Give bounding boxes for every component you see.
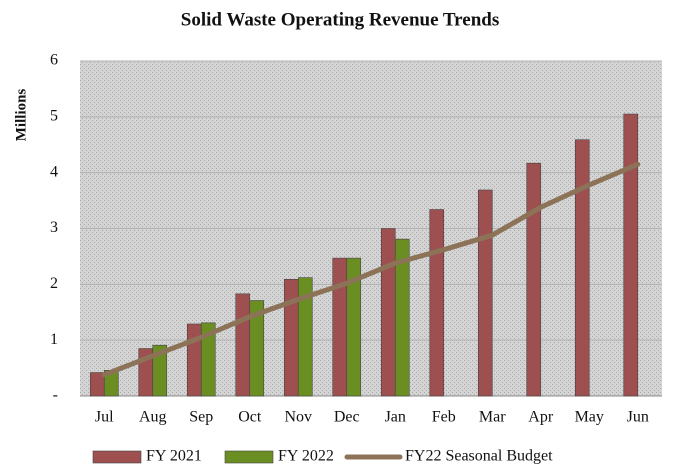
y-tick-label: - xyxy=(53,387,58,404)
x-tick-label: Jan xyxy=(385,409,406,426)
x-tick-label: Dec xyxy=(334,409,360,426)
legend-swatch xyxy=(224,450,274,464)
bar xyxy=(477,189,493,397)
y-tick-label: 2 xyxy=(50,275,58,292)
x-tick-label: Oct xyxy=(238,409,262,426)
bar xyxy=(235,293,251,397)
legend-label: FY 2022 xyxy=(278,448,334,465)
bar xyxy=(623,113,639,397)
legend-label: FY 2021 xyxy=(146,448,202,465)
bar xyxy=(380,228,396,397)
bar xyxy=(574,139,590,397)
legend-swatch xyxy=(92,450,142,464)
bar xyxy=(186,323,202,397)
x-tick-label: Sep xyxy=(189,409,213,426)
bar xyxy=(526,162,542,397)
x-tick-label: Apr xyxy=(528,409,554,426)
x-tick-label: Jun xyxy=(627,409,649,426)
bar xyxy=(200,322,216,397)
bar xyxy=(332,257,348,397)
y-tick-label: 1 xyxy=(50,331,58,348)
x-tick-label: Feb xyxy=(432,409,456,426)
bar xyxy=(346,257,362,397)
bar xyxy=(152,344,168,397)
y-tick-label: 6 xyxy=(50,52,58,69)
y-axis-label: Millions xyxy=(13,89,29,142)
x-tick-label: May xyxy=(575,409,604,426)
x-tick-label: Jul xyxy=(95,409,114,426)
line xyxy=(101,161,641,378)
bar xyxy=(394,238,410,397)
bar xyxy=(283,279,299,397)
y-tick-label: 4 xyxy=(50,163,58,180)
bar xyxy=(249,300,265,397)
x-tick-label: Aug xyxy=(139,409,167,426)
x-tick-label: Mar xyxy=(479,409,506,426)
x-tick-label: Nov xyxy=(284,409,312,426)
y-tick-label: 5 xyxy=(50,108,58,125)
bar xyxy=(429,209,445,397)
legend-label: FY22 Seasonal Budget xyxy=(405,448,553,465)
chart-title: Solid Waste Operating Revenue Trends xyxy=(181,9,499,30)
y-tick-label: 3 xyxy=(50,219,58,236)
bar xyxy=(297,277,313,397)
